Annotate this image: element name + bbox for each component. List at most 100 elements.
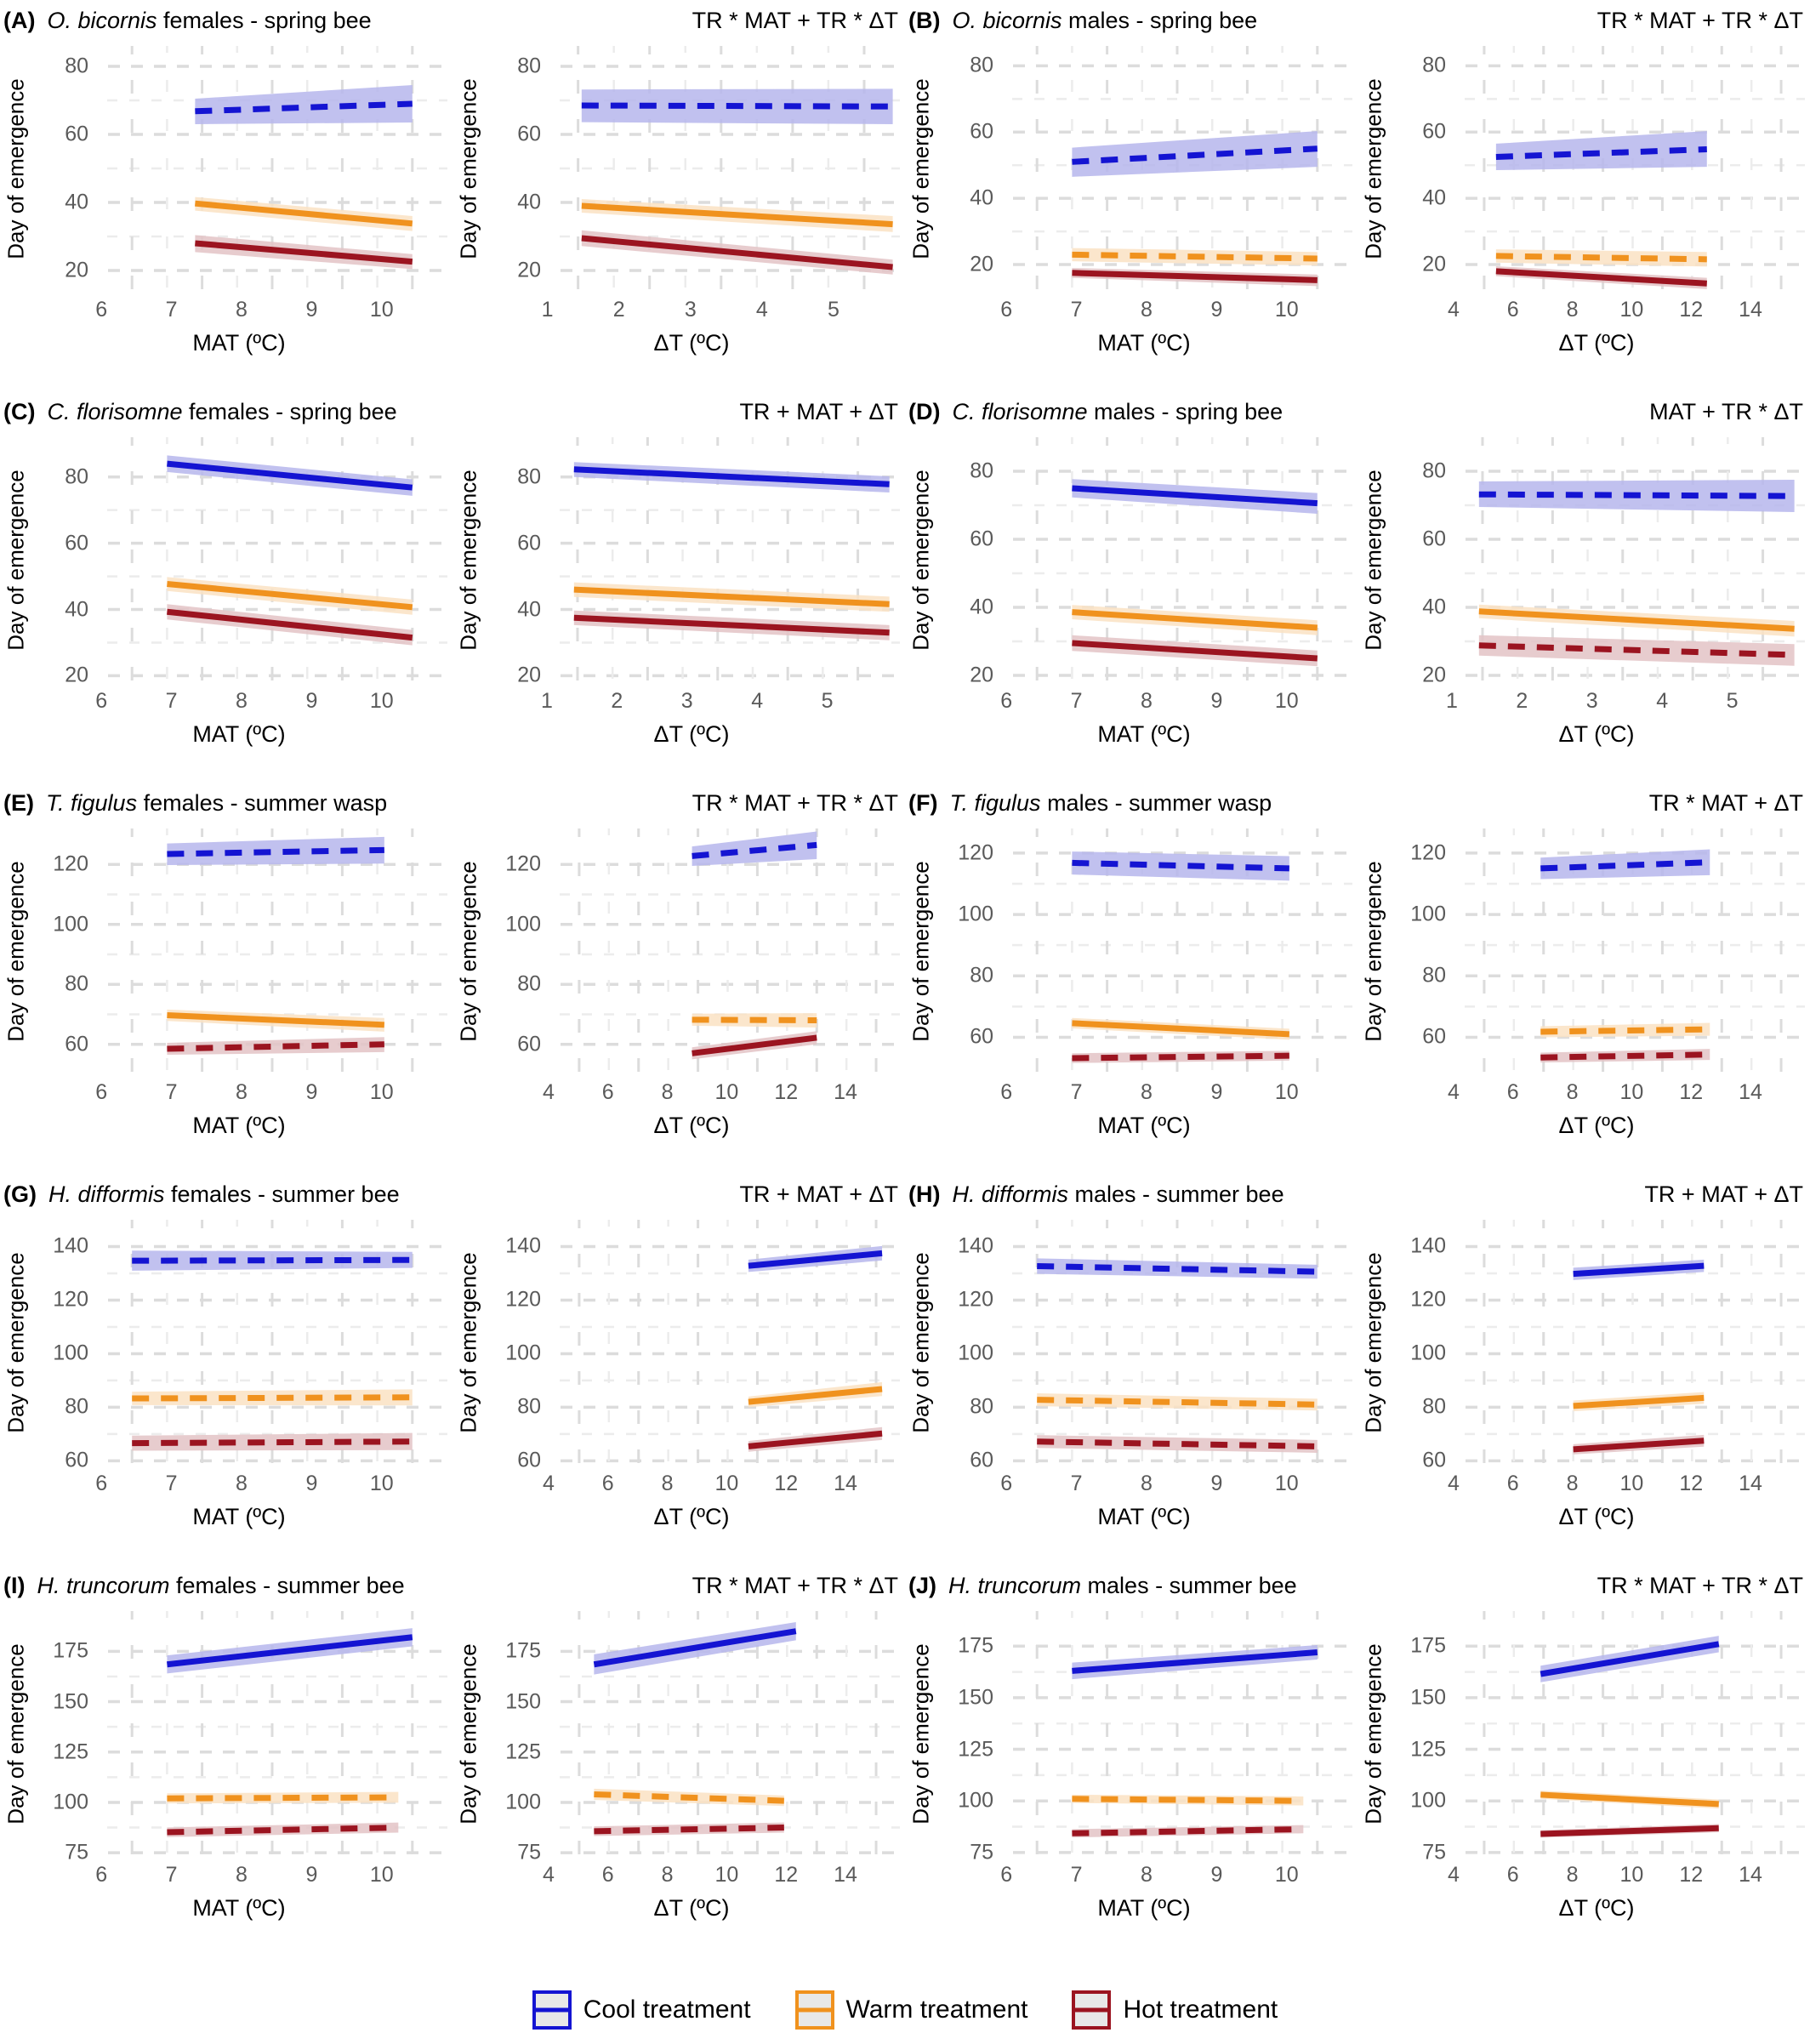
panel-letter: (C) <box>3 398 36 424</box>
y-tick-label: 80 <box>1422 458 1446 483</box>
x-tick-labels: 4 6 8 10 12 14 <box>1424 298 1774 330</box>
y-tick-label: 120 <box>53 851 88 876</box>
y-axis-label: Day of emergence <box>1359 823 1388 1079</box>
subplot-pair: Day of emergence 60 80 100 120 6 7 8 9 10 MAT (ºC)… <box>905 823 1810 1168</box>
plot-canvas <box>97 437 447 689</box>
y-tick-label: 80 <box>517 971 541 996</box>
x-tick-label: 6 <box>1506 1863 1519 1887</box>
x-tick-label: 12 <box>1679 1863 1704 1887</box>
panel-header: (J) H. truncorum males - summer bee <box>905 1565 1810 1606</box>
subplot-dt: Day of emergence 60 80 100 120 140 4 6 8 10 12 14 ΔT… <box>452 1215 905 1559</box>
y-tick-label: 20 <box>970 252 993 276</box>
plot-canvas <box>1002 1611 1352 1863</box>
model-formula: TR * MAT + TR * ΔT <box>692 789 898 816</box>
y-axis-label-text: Day of emergence <box>1360 1251 1386 1433</box>
subplot-mat: Day of emergence 60 80 100 120 6 7 8 9 10 MAT (ºC) <box>905 823 1358 1168</box>
y-tick-label: 40 <box>517 597 541 622</box>
x-tick-label: 7 <box>165 298 178 322</box>
x-tick-label: 14 <box>1739 1080 1762 1104</box>
x-axis-label: MAT (ºC) <box>1097 1895 1191 1921</box>
y-tick-label: 60 <box>970 119 993 144</box>
subplot-mat: Day of emergence 60 80 100 120 140 6 7 8 9 10 MAT (… <box>0 1215 452 1559</box>
model-formula: TR * MAT + TR * ΔT <box>692 1572 898 1598</box>
y-axis-label: Day of emergence <box>2 1606 31 1861</box>
y-tick-label: 140 <box>53 1233 88 1258</box>
legend-line-icon <box>535 2007 568 2013</box>
y-tick-labels: 20 40 60 80 <box>31 437 94 689</box>
x-tick-label: 6 <box>1000 1472 1013 1495</box>
x-tick-label: 6 <box>601 1472 614 1495</box>
x-axis-label: MAT (ºC) <box>1097 330 1191 356</box>
x-tick-label: 6 <box>95 1863 108 1887</box>
y-tick-label: 80 <box>970 458 993 483</box>
y-axis-label-text: Day of emergence <box>908 469 934 651</box>
x-axis-label: ΔT (ºC) <box>1558 1895 1635 1921</box>
x-tick-label: 4 <box>751 689 764 713</box>
plot-canvas <box>97 828 447 1080</box>
subplot-mat: Day of emergence 75 100 125 150 175 6 7 8 9 10 MAT … <box>0 1606 452 1950</box>
species-name: O. bicornis <box>47 7 157 33</box>
panel-g: (G) H. difformis females - summer bee TR +… <box>0 1174 905 1561</box>
plot-area: 20 40 60 80 <box>483 46 900 298</box>
panel-title: C. florisomne males - spring bee <box>952 399 1283 425</box>
legend-item[interactable]: Hot treatment <box>1072 1990 1278 2030</box>
x-tick-label: 7 <box>165 1080 178 1104</box>
subplot-pair: Day of emergence 60 80 100 120 140 6 7 8 9 10 MAT (… <box>0 1215 905 1559</box>
y-tick-label: 100 <box>505 1790 541 1814</box>
model-formula: TR * MAT + TR * ΔT <box>1597 7 1803 33</box>
x-tick-label: 9 <box>305 1080 318 1104</box>
x-tick-labels: 4 6 8 10 12 14 <box>519 1863 869 1895</box>
x-tick-label: 10 <box>369 298 394 322</box>
y-tick-label: 60 <box>1422 119 1446 144</box>
x-tick-label: 8 <box>661 1472 674 1495</box>
x-tick-label: 14 <box>834 1863 857 1887</box>
legend-line-icon <box>1075 2007 1108 2013</box>
y-axis-label: Day of emergence <box>454 1606 483 1861</box>
y-tick-labels: 60 80 100 120 140 <box>483 1220 546 1472</box>
plot-canvas <box>1454 46 1805 298</box>
y-tick-labels: 60 80 100 120 140 <box>936 1220 999 1472</box>
x-tick-label: 6 <box>601 1080 614 1104</box>
y-tick-labels: 75 100 125 150 175 <box>1388 1611 1451 1865</box>
panel-title-rest: males - summer bee <box>1068 1181 1284 1207</box>
x-tick-label: 10 <box>1619 1863 1644 1887</box>
x-tick-label: 10 <box>369 1080 394 1104</box>
x-tick-labels: 4 6 8 10 12 14 <box>1424 1863 1774 1895</box>
species-name: H. truncorum <box>37 1572 170 1598</box>
panel-title: H. difformis males - summer bee <box>952 1181 1284 1208</box>
panel-title: T. figulus females - summer wasp <box>46 790 387 817</box>
x-tick-label: 6 <box>1000 1863 1013 1887</box>
panel-letter: (H) <box>908 1181 941 1207</box>
y-tick-label: 60 <box>970 527 993 551</box>
y-tick-label: 60 <box>517 1448 541 1472</box>
x-tick-label: 14 <box>1739 1863 1762 1887</box>
x-axis-label: ΔT (ºC) <box>1558 1113 1635 1138</box>
subplot-dt: Day of emergence 60 80 100 120 4 6 8 10 12 14 ΔT (º… <box>452 823 905 1168</box>
x-tick-label: 8 <box>661 1080 674 1104</box>
y-tick-label: 60 <box>1422 527 1446 551</box>
panel-j: (J) H. truncorum males - summer bee TR * M… <box>905 1565 1810 1952</box>
legend-swatch-icon <box>794 1990 834 2030</box>
panel-header: (A) O. bicornis females - spring bee <box>0 0 905 41</box>
y-tick-labels: 20 40 60 80 <box>1388 437 1451 689</box>
panel-title-rest: females - summer bee <box>169 1572 405 1598</box>
y-tick-labels: 60 80 100 120 <box>483 828 546 1080</box>
y-tick-label: 150 <box>1410 1685 1446 1710</box>
plot-canvas <box>97 1611 447 1863</box>
legend-item[interactable]: Warm treatment <box>794 1990 1027 2030</box>
plot-area: 60 80 100 120 <box>936 828 1352 1080</box>
x-tick-label: 8 <box>1141 1472 1153 1495</box>
y-tick-label: 60 <box>970 1024 993 1049</box>
x-tick-label: 9 <box>305 689 318 713</box>
x-tick-label: 10 <box>1619 1080 1644 1104</box>
panel-letter: (I) <box>3 1572 26 1598</box>
x-tick-label: 7 <box>1070 1080 1083 1104</box>
legend-item[interactable]: Cool treatment <box>532 1990 751 2030</box>
y-tick-labels: 75 100 125 150 175 <box>936 1611 999 1865</box>
x-tick-label: 8 <box>1141 1863 1153 1887</box>
x-tick-label: 10 <box>714 1080 739 1104</box>
panel-title-rest: females - summer wasp <box>137 789 388 816</box>
y-tick-label: 40 <box>970 595 993 619</box>
y-tick-label: 80 <box>517 464 541 489</box>
x-tick-label: 7 <box>1070 298 1083 322</box>
